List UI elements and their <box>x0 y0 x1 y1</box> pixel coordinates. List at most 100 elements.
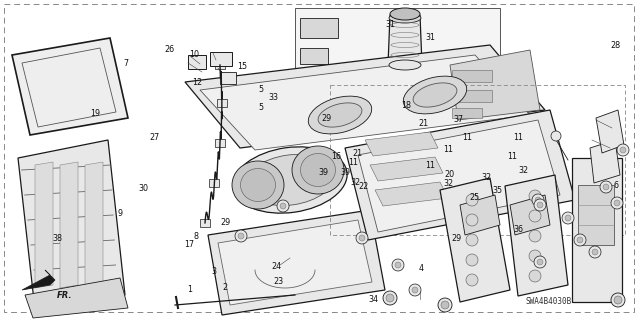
Polygon shape <box>388 15 422 65</box>
Text: 28: 28 <box>611 41 621 50</box>
Circle shape <box>409 284 421 296</box>
Circle shape <box>534 256 546 268</box>
Circle shape <box>551 131 561 141</box>
Text: 12: 12 <box>192 78 202 87</box>
Ellipse shape <box>413 83 457 107</box>
Ellipse shape <box>241 168 275 202</box>
Ellipse shape <box>301 153 335 187</box>
Text: 29: 29 <box>321 115 332 123</box>
Ellipse shape <box>232 161 284 209</box>
Text: FR.: FR. <box>57 292 72 300</box>
Text: 10: 10 <box>189 50 200 59</box>
Circle shape <box>356 232 368 244</box>
Text: 27: 27 <box>150 133 160 142</box>
Text: 6: 6 <box>613 181 618 189</box>
Polygon shape <box>185 45 545 148</box>
Circle shape <box>395 262 401 268</box>
Text: 18: 18 <box>401 101 412 110</box>
Polygon shape <box>596 110 624 153</box>
Text: 2: 2 <box>223 283 228 292</box>
Circle shape <box>592 249 598 255</box>
Circle shape <box>620 147 626 153</box>
Bar <box>215 61 225 69</box>
Polygon shape <box>22 270 55 290</box>
Text: 11: 11 <box>425 161 435 170</box>
Polygon shape <box>60 162 78 288</box>
Text: 25: 25 <box>470 193 480 202</box>
Text: 30: 30 <box>138 184 148 193</box>
Text: 39: 39 <box>340 168 351 177</box>
Text: 37: 37 <box>453 115 463 124</box>
Text: 39: 39 <box>318 168 328 177</box>
Circle shape <box>238 233 244 239</box>
Circle shape <box>534 199 546 211</box>
Text: 21: 21 <box>352 149 362 158</box>
Text: 11: 11 <box>513 133 524 142</box>
Bar <box>210 52 232 66</box>
Text: 1: 1 <box>187 285 192 294</box>
Circle shape <box>535 197 541 203</box>
Text: 32: 32 <box>351 178 361 187</box>
Circle shape <box>466 254 478 266</box>
Text: 11: 11 <box>443 145 453 154</box>
Circle shape <box>614 200 620 206</box>
Ellipse shape <box>390 8 420 20</box>
Circle shape <box>529 230 541 242</box>
Polygon shape <box>365 132 438 156</box>
Ellipse shape <box>403 76 467 114</box>
Circle shape <box>617 144 629 156</box>
Text: 32: 32 <box>443 179 453 188</box>
Polygon shape <box>25 278 128 318</box>
Text: 34: 34 <box>369 295 379 304</box>
Text: 9: 9 <box>118 209 123 218</box>
Polygon shape <box>345 110 575 240</box>
Circle shape <box>614 296 622 304</box>
Text: 24: 24 <box>271 262 282 271</box>
Polygon shape <box>218 220 372 305</box>
Text: 17: 17 <box>184 240 195 249</box>
Circle shape <box>412 287 418 293</box>
Circle shape <box>537 202 543 208</box>
Polygon shape <box>505 175 568 296</box>
Text: 11: 11 <box>462 133 472 142</box>
Circle shape <box>386 294 394 302</box>
Text: 4: 4 <box>419 264 424 273</box>
Circle shape <box>466 214 478 226</box>
Circle shape <box>383 291 397 305</box>
Polygon shape <box>200 55 530 150</box>
Polygon shape <box>18 140 125 310</box>
Text: 29: 29 <box>221 218 231 226</box>
Polygon shape <box>370 157 443 181</box>
Bar <box>300 18 338 38</box>
Ellipse shape <box>233 147 347 213</box>
Ellipse shape <box>308 96 372 134</box>
Bar <box>300 48 328 64</box>
Circle shape <box>529 250 541 262</box>
Text: 31: 31 <box>385 20 396 29</box>
Text: 32: 32 <box>518 166 529 175</box>
Circle shape <box>532 194 544 206</box>
Circle shape <box>589 246 601 258</box>
Text: 15: 15 <box>237 62 247 71</box>
Circle shape <box>565 215 571 221</box>
Text: 35: 35 <box>493 186 503 195</box>
Bar <box>209 179 220 187</box>
Bar <box>452 108 482 118</box>
Circle shape <box>359 235 365 241</box>
Bar <box>215 139 225 147</box>
Ellipse shape <box>318 103 362 127</box>
Circle shape <box>466 234 478 246</box>
Circle shape <box>235 230 247 242</box>
Text: SWA4B4030B: SWA4B4030B <box>525 297 572 306</box>
Text: 11: 11 <box>507 152 517 161</box>
Text: 23: 23 <box>273 278 284 286</box>
Polygon shape <box>208 210 385 315</box>
Bar <box>452 70 492 82</box>
Ellipse shape <box>389 60 421 70</box>
Polygon shape <box>295 8 500 80</box>
Circle shape <box>529 190 541 202</box>
Circle shape <box>562 212 574 224</box>
Circle shape <box>441 301 449 309</box>
Text: 16: 16 <box>332 152 342 161</box>
Text: 26: 26 <box>164 45 174 54</box>
